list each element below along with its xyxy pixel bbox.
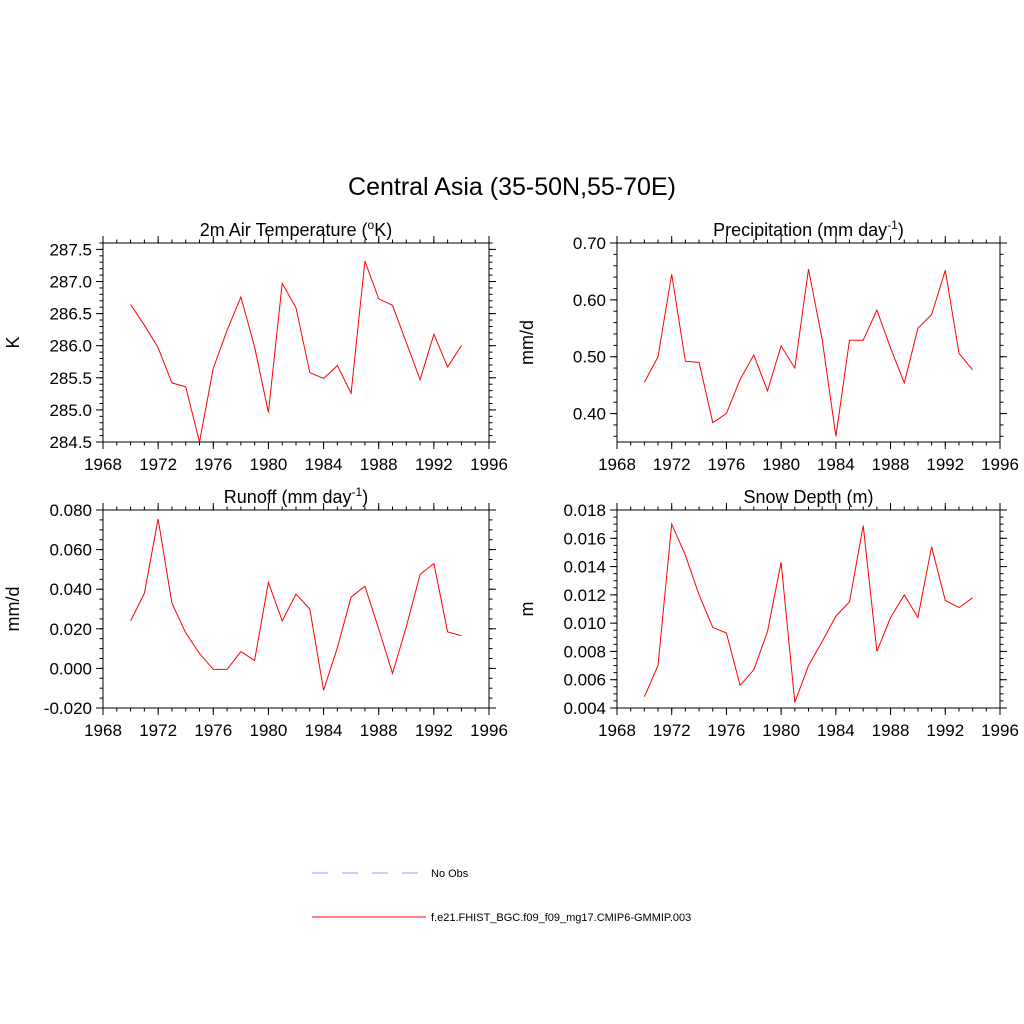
y-tick-label: -0.020 [44, 699, 92, 718]
x-tick-label: 1976 [194, 721, 232, 740]
legend-item: f.e21.FHIST_BGC.f09_f09_mg17.CMIP6-GMMIP… [312, 912, 691, 924]
figure-title: Central Asia (35-50N,55-70E) [348, 173, 676, 201]
x-tick-label: 1976 [708, 455, 746, 474]
x-tick-label: 1980 [250, 455, 288, 474]
x-tick-label: 1996 [981, 455, 1019, 474]
y-axis-label: mm/d [3, 587, 23, 632]
x-tick-label: 1968 [598, 455, 636, 474]
x-tick-label: 1972 [139, 721, 177, 740]
panel-title: Snow Depth (m) [743, 487, 873, 507]
panel-title: Runoff (mm day-1) [224, 485, 368, 507]
series-line [643, 269, 973, 437]
plot-frame [102, 509, 490, 709]
panel-title: 2m Air Temperature (oK) [200, 218, 392, 240]
y-tick-label: 0.004 [563, 699, 606, 718]
y-tick-label: 286.0 [49, 337, 92, 356]
y-tick-label: 0.080 [49, 501, 92, 520]
y-tick-label: 0.016 [563, 529, 606, 548]
y-tick-label: 0.006 [563, 671, 606, 690]
x-tick-label: 1976 [708, 721, 746, 740]
x-tick-label: 1992 [926, 455, 964, 474]
x-tick-label: 1984 [817, 721, 855, 740]
x-tick-label: 1984 [305, 721, 343, 740]
legend-item: No Obs [312, 868, 469, 880]
x-tick-label: 1976 [194, 455, 232, 474]
x-tick-label: 1992 [415, 721, 453, 740]
legend-label: f.e21.FHIST_BGC.f09_f09_mg17.CMIP6-GMMIP… [431, 912, 691, 924]
y-axis-label: mm/d [517, 320, 537, 365]
plot-frame [616, 509, 1001, 709]
x-tick-label: 1988 [360, 721, 398, 740]
x-tick-label: 1996 [981, 721, 1019, 740]
y-tick-label: 284.5 [49, 433, 92, 452]
panel-temp: 2m Air Temperature (oK) K 1968 1972 1976 1980… [3, 218, 508, 474]
series-line [130, 260, 462, 443]
y-tick-label: 287.0 [49, 273, 92, 292]
y-axis-label: m [517, 602, 537, 617]
x-tick-label: 1984 [817, 455, 855, 474]
y-tick-label: 0.40 [573, 405, 606, 424]
x-tick-label: 1968 [84, 721, 122, 740]
x-tick-label: 1972 [653, 721, 691, 740]
y-tick-label: 0.040 [49, 580, 92, 599]
y-tick-label: 0.018 [563, 501, 606, 520]
x-tick-label: 1992 [415, 455, 453, 474]
legend-label: No Obs [431, 868, 469, 880]
y-tick-label: 285.0 [49, 401, 92, 420]
y-tick-label: 0.000 [49, 659, 92, 678]
y-tick-label: 0.020 [49, 620, 92, 639]
y-tick-label: 287.5 [49, 240, 92, 259]
y-tick-label: 0.60 [573, 291, 606, 310]
y-tick-label: 0.010 [563, 614, 606, 633]
x-tick-label: 1988 [872, 455, 910, 474]
x-tick-label: 1984 [305, 455, 343, 474]
y-tick-label: 0.008 [563, 642, 606, 661]
y-tick-label: 0.70 [573, 234, 606, 253]
panel-precip: Precipitation (mm day-1) mm/d 1968 1972 1976… [517, 218, 1019, 474]
y-tick-label: 286.5 [49, 305, 92, 324]
y-tick-label: 285.5 [49, 369, 92, 388]
panel-runoff: Runoff (mm day-1) mm/d 1968 1972 1976 1980 198… [3, 485, 508, 740]
x-tick-label: 1980 [762, 455, 800, 474]
y-tick-label: 0.50 [573, 348, 606, 367]
series-line [130, 518, 462, 691]
plot-frame [616, 242, 1001, 443]
y-tick-label: 0.014 [563, 558, 606, 577]
panel-title: Precipitation (mm day-1) [713, 218, 904, 240]
x-tick-label: 1996 [470, 455, 508, 474]
x-tick-label: 1980 [250, 721, 288, 740]
x-tick-label: 1972 [653, 455, 691, 474]
x-tick-label: 1988 [872, 721, 910, 740]
y-axis-label: K [3, 336, 23, 348]
x-tick-label: 1988 [360, 455, 398, 474]
y-tick-label: 0.012 [563, 586, 606, 605]
legend: No Obs f.e21.FHIST_BGC.f09_f09_mg17.CMIP6… [312, 868, 691, 924]
panel-snow: Snow Depth (m) m 1968 1972 1976 1980 1984 1988 1… [517, 487, 1019, 740]
x-tick-label: 1980 [762, 721, 800, 740]
y-tick-label: 0.060 [49, 541, 92, 560]
x-tick-label: 1968 [84, 455, 122, 474]
x-tick-label: 1996 [470, 721, 508, 740]
x-tick-label: 1968 [598, 721, 636, 740]
x-tick-label: 1972 [139, 455, 177, 474]
series-line [643, 522, 973, 703]
panels: 2m Air Temperature (oK) K 1968 1972 1976 1980… [3, 218, 1019, 740]
x-tick-label: 1992 [926, 721, 964, 740]
